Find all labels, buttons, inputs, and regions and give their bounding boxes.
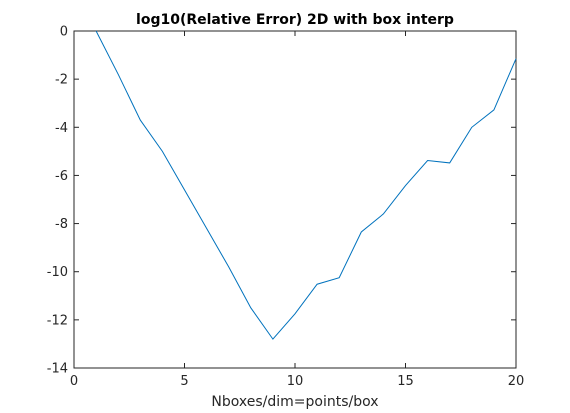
x-tick-label: 20 <box>508 374 525 389</box>
x-tick-label: 0 <box>70 374 78 389</box>
series-line <box>95 30 517 340</box>
y-tick-label: 0 <box>60 25 68 40</box>
chart-title: log10(Relative Error) 2D with box interp <box>136 12 454 28</box>
y-tick-label: -10 <box>47 265 68 280</box>
x-axis-ticks: 0 5 10 15 20 <box>70 31 524 389</box>
x-tick-label: 10 <box>287 374 304 389</box>
y-tick-label: -12 <box>47 313 68 328</box>
y-axis-ticks: 0 -2 -4 -6 -8 -10 -12 -14 <box>47 25 516 377</box>
x-tick-label: 15 <box>397 374 414 389</box>
y-tick-label: -6 <box>55 169 68 184</box>
y-tick-label: -2 <box>55 73 68 88</box>
y-tick-label: -4 <box>55 121 68 136</box>
y-tick-label: -8 <box>55 217 68 232</box>
y-tick-label: -14 <box>47 362 68 377</box>
x-axis-label: Nboxes/dim=points/box <box>211 394 378 410</box>
plot-area <box>73 30 517 369</box>
x-tick-label: 5 <box>180 374 188 389</box>
